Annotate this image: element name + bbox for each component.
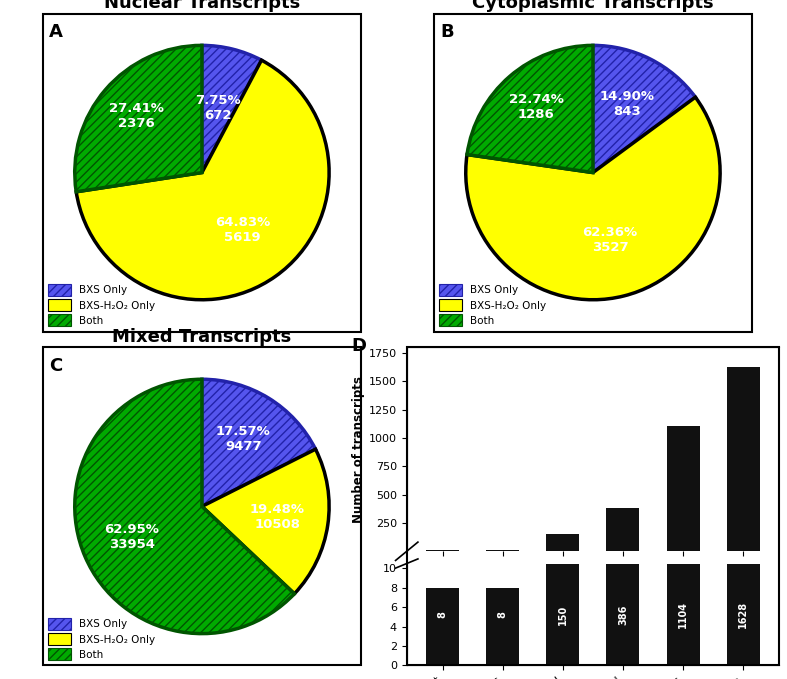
Bar (667, 426, 700, 551)
Text: 8: 8 (438, 611, 448, 618)
Wedge shape (467, 45, 593, 172)
Bar (726, 367, 759, 551)
Bar (667, 0, 700, 665)
Text: 17.57%
9477: 17.57% 9477 (216, 425, 271, 454)
Text: D: D (351, 337, 366, 355)
Text: 22.74%
1286: 22.74% 1286 (509, 93, 563, 122)
Text: A: A (50, 23, 63, 41)
Bar (546, 0, 579, 665)
Text: 27.41%
2376: 27.41% 2376 (109, 103, 164, 130)
Legend: BXS Only, BXS-H₂O₂ Only, Both: BXS Only, BXS-H₂O₂ Only, Both (48, 618, 156, 660)
Bar (427, 588, 460, 665)
Text: 150: 150 (558, 604, 568, 625)
Legend: BXS Only, BXS-H₂O₂ Only, Both: BXS Only, BXS-H₂O₂ Only, Both (48, 284, 156, 327)
Text: 64.83%
5619: 64.83% 5619 (215, 216, 270, 244)
Text: 1104: 1104 (678, 601, 688, 628)
Text: 386: 386 (618, 604, 628, 625)
Text: 62.95%
33954: 62.95% 33954 (105, 523, 159, 551)
Wedge shape (76, 60, 329, 299)
Wedge shape (75, 45, 202, 191)
Text: 8: 8 (498, 611, 508, 618)
Wedge shape (202, 380, 316, 507)
Bar (726, 0, 759, 665)
Bar (607, 508, 640, 551)
Text: B: B (440, 23, 454, 41)
Text: C: C (50, 357, 62, 375)
Legend: BXS Only, BXS-H₂O₂ Only, Both: BXS Only, BXS-H₂O₂ Only, Both (439, 284, 546, 327)
Title: Nuclear Transcripts: Nuclear Transcripts (104, 0, 300, 12)
Bar (546, 534, 579, 551)
Text: 7.75%
672: 7.75% 672 (195, 94, 241, 122)
Text: 62.36%
3527: 62.36% 3527 (582, 226, 637, 255)
Text: 19.48%
10508: 19.48% 10508 (250, 503, 305, 532)
Title: Cytoplasmic Transcripts: Cytoplasmic Transcripts (472, 0, 714, 12)
Wedge shape (466, 97, 720, 299)
Wedge shape (75, 380, 294, 634)
Text: 14.90%
843: 14.90% 843 (600, 90, 655, 118)
Wedge shape (593, 45, 696, 172)
Wedge shape (202, 449, 329, 594)
Bar (486, 588, 519, 665)
Bar (607, 0, 640, 665)
Title: Mixed Transcripts: Mixed Transcripts (113, 328, 291, 346)
Text: 1628: 1628 (738, 601, 748, 628)
Wedge shape (202, 45, 261, 172)
Y-axis label: Number of transcripts: Number of transcripts (352, 376, 364, 523)
